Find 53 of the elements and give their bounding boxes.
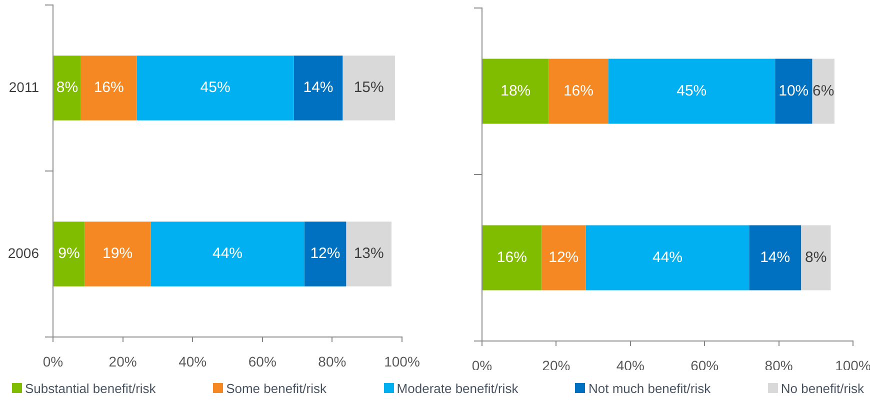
bar <box>608 58 776 124</box>
bar <box>342 56 396 120</box>
data-label: 45% <box>200 79 230 96</box>
x-tick-label: 100% <box>384 353 420 370</box>
legend-label: Some benefit/risk <box>226 380 327 396</box>
x-tick-label: 60% <box>248 353 276 370</box>
bar <box>136 56 294 120</box>
bar <box>84 222 151 286</box>
x-tick-label: 20% <box>108 353 137 370</box>
bar <box>346 222 392 286</box>
y-tick-label: 2006 <box>8 244 40 261</box>
data-label: 15% <box>354 79 384 96</box>
x-tick-label: 80% <box>318 353 346 370</box>
data-label: 9% <box>58 245 80 262</box>
data-label: 12% <box>548 248 579 266</box>
bar <box>54 222 84 286</box>
data-label: 44% <box>212 245 243 262</box>
data-label: 45% <box>676 82 707 100</box>
bar <box>482 58 549 124</box>
legend-label: No benefit/risk <box>780 380 864 396</box>
legend-label: Moderate benefit/risk <box>396 380 518 396</box>
bar <box>541 225 586 290</box>
legend-label: Not much benefit/risk <box>588 380 711 396</box>
data-label: 18% <box>500 82 531 100</box>
bar <box>54 56 81 120</box>
data-label: 14% <box>760 248 790 266</box>
data-label: 12% <box>310 245 340 262</box>
data-label: 16% <box>94 79 124 96</box>
bar <box>80 56 137 120</box>
data-label: 14% <box>303 79 334 96</box>
data-label: 19% <box>102 245 133 262</box>
x-tick-label: 0% <box>42 353 64 370</box>
bar <box>749 225 802 290</box>
bar <box>548 58 608 124</box>
data-label: 8% <box>805 248 827 266</box>
data-label: 8% <box>56 79 78 96</box>
bar <box>775 58 812 124</box>
bar <box>586 225 750 290</box>
y-tick-label: 2011 <box>8 78 40 95</box>
bar <box>812 58 834 124</box>
data-label: 13% <box>354 245 384 262</box>
data-label: 16% <box>563 82 594 100</box>
data-label: 44% <box>652 248 683 266</box>
data-label: 6% <box>812 82 834 100</box>
bar <box>801 225 831 290</box>
bar <box>294 56 343 120</box>
bar <box>150 222 304 286</box>
legend-label: Substantial benefit/risk <box>25 380 156 396</box>
data-label: 16% <box>496 248 527 266</box>
bar <box>482 225 542 290</box>
x-tick-label: 40% <box>178 353 207 370</box>
bar <box>304 222 346 286</box>
data-label: 10% <box>778 82 809 100</box>
